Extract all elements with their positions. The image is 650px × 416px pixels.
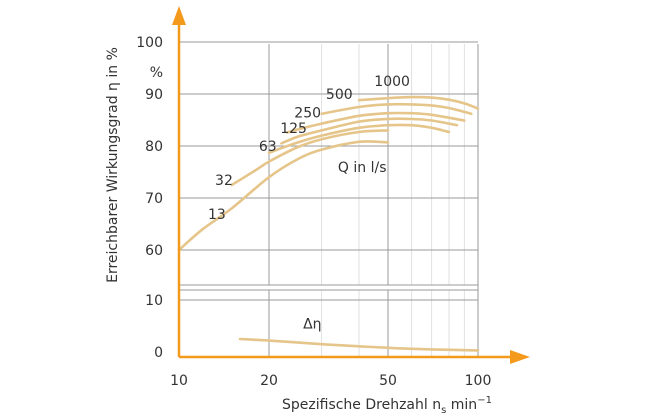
y-tick-label: 70 [145, 191, 163, 207]
curve-q-500 [320, 102, 473, 116]
x-tick-label: 10 [170, 373, 188, 389]
y-axis-label: Erreichbarer Wirkungsgrad η in % [105, 47, 121, 283]
upper-grid [178, 41, 479, 357]
curve-label: 63 [259, 139, 277, 155]
curve-label: 125 [280, 121, 307, 137]
curve-q-250 [285, 111, 466, 134]
curve-label: 500 [326, 87, 353, 103]
x-axis-arrow [510, 350, 530, 364]
flow-label: Q in l/s [338, 160, 387, 176]
curve-label: 1000 [374, 74, 410, 90]
curve-delta-eta [238, 337, 480, 352]
y-tick-label: 100 [136, 35, 163, 51]
x-tick-label: 50 [379, 373, 397, 389]
curve-q-63 [267, 123, 451, 155]
curve-label: 13 [208, 207, 226, 223]
curve-q-13 [177, 140, 390, 252]
x-axis-label: Spezifische Drehzahl ns min−1 [282, 395, 492, 416]
delta-eta-label: Δη [303, 317, 321, 333]
axes [172, 6, 530, 364]
y-tick-label: 60 [145, 243, 163, 259]
y-axis-arrow [172, 6, 186, 25]
x-tick-label: 100 [465, 373, 492, 389]
curve-label: 250 [294, 105, 321, 121]
lower-grid [178, 289, 479, 357]
y-tick-label: 80 [145, 139, 163, 155]
x-tick-label: 20 [260, 373, 278, 389]
curve-q-1000 [357, 95, 480, 110]
curve-label: 32 [215, 173, 233, 189]
unit-label: % [150, 65, 163, 81]
curve-q-32 [230, 129, 390, 187]
efficiency-curves [177, 95, 480, 352]
curve-q-125 [280, 117, 459, 145]
y-tick-label: 10 [145, 293, 163, 309]
y-tick-label: 90 [145, 87, 163, 103]
y-tick-label: 0 [154, 345, 163, 361]
